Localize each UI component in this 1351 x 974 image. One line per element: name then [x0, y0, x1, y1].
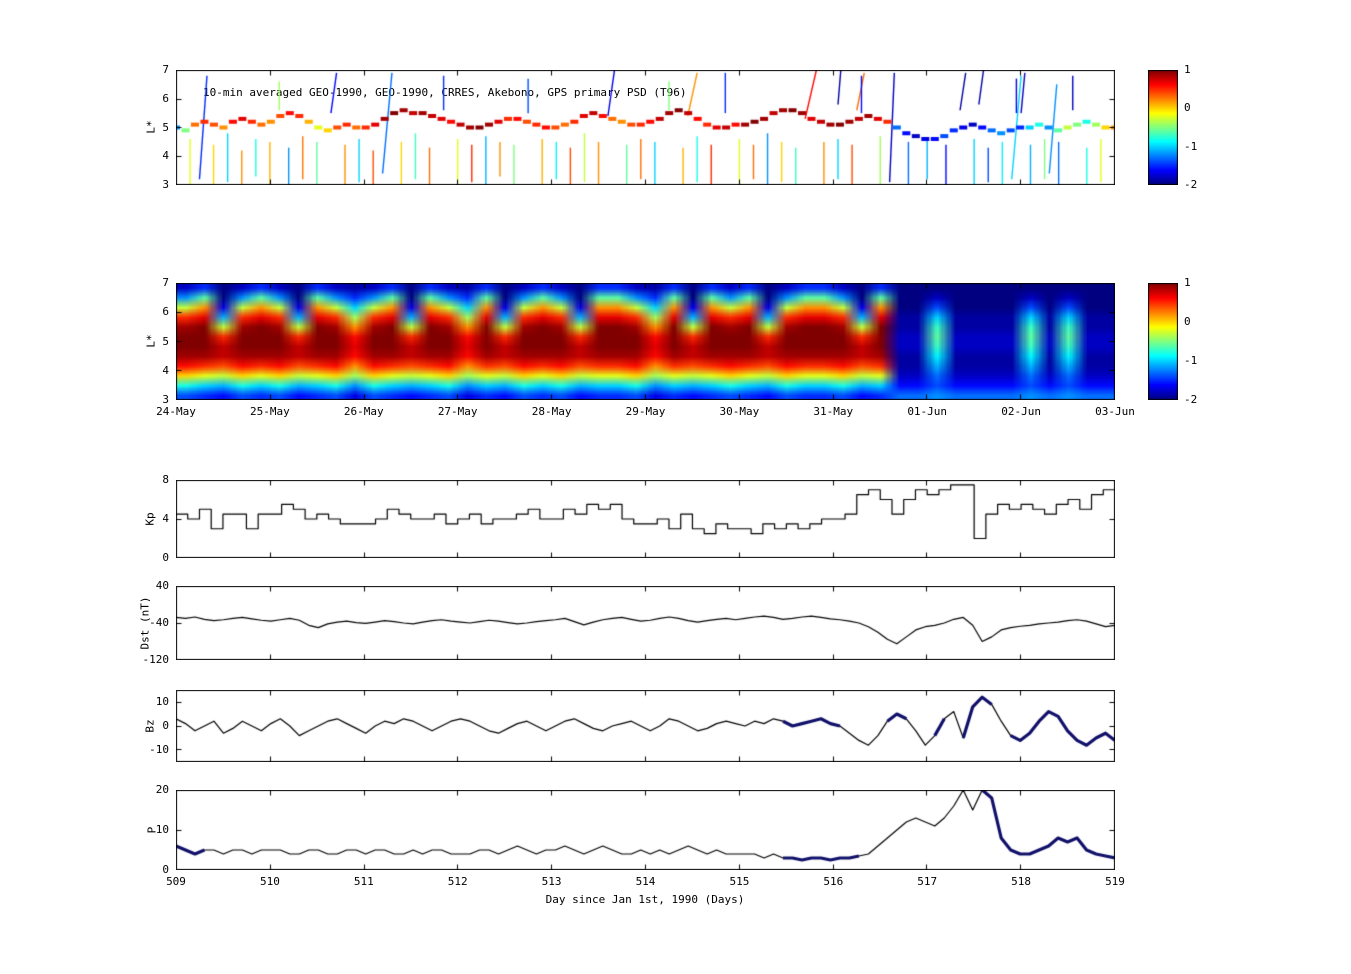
pressure-line-canvas: [176, 790, 1115, 870]
tick-label: 512: [447, 875, 468, 888]
tick-label: -1: [1184, 139, 1198, 153]
tick-label: 01-Jun: [907, 405, 948, 418]
tick-label: 27-May: [437, 405, 478, 418]
tick-label: 6: [162, 91, 169, 105]
tick-label: 7: [162, 63, 169, 76]
tick-label: 509: [166, 875, 186, 888]
tick-label: 02-Jun: [1001, 405, 1041, 418]
ylabel-p: P: [145, 826, 159, 834]
tick-label: 519: [1105, 875, 1125, 888]
bz-line-canvas: [176, 690, 1115, 762]
tick-label: 30-May: [719, 405, 760, 418]
tick-label: 510: [259, 875, 280, 888]
tick-label: 29-May: [625, 405, 666, 418]
tick-label: 6: [162, 305, 169, 319]
tick-label: 03-Jun: [1095, 405, 1135, 418]
tick-label: 40: [155, 579, 169, 592]
tick-label: -1: [1184, 354, 1198, 367]
ylabel-lstar-heatmap: L*: [144, 334, 158, 348]
ylabel-dst: Dst (nT): [138, 596, 152, 650]
ylabel-kp: Kp: [143, 512, 157, 526]
tick-label: -120: [142, 653, 170, 666]
tick-label: 514: [635, 875, 656, 888]
ylabel-lstar-scatter: L*: [144, 120, 158, 134]
tick-label: 0: [162, 863, 169, 876]
tick-label: 516: [823, 875, 844, 888]
psd-scatter-canvas: [176, 70, 1115, 185]
psd-heatmap-canvas: [176, 283, 1115, 400]
tick-label: 10: [155, 695, 169, 708]
colorbar-bottom-canvas: [1148, 283, 1178, 400]
tick-label: 20: [155, 783, 169, 796]
tick-label: 1: [1184, 63, 1191, 76]
colorbar-top-canvas: [1148, 70, 1178, 185]
tick-label: 28-May: [531, 405, 572, 418]
tick-label: -40: [149, 616, 169, 629]
tick-label: 518: [1011, 875, 1032, 888]
tick-label: 1: [1184, 276, 1191, 289]
tick-label: 3: [162, 178, 169, 191]
tick-label: 517: [917, 875, 938, 888]
tick-label: 515: [729, 875, 750, 888]
tick-label: -2: [1184, 178, 1198, 191]
tick-label: 511: [353, 875, 374, 888]
tick-label: 5: [162, 334, 169, 348]
dst-line-canvas: [176, 586, 1115, 660]
tick-label: 0: [162, 551, 169, 564]
tick-label: 31-May: [813, 405, 854, 418]
tick-label: 3: [162, 393, 169, 406]
tick-label: 26-May: [343, 405, 384, 418]
tick-label: -10: [149, 743, 169, 756]
tick-label: 4: [162, 512, 169, 525]
tick-label: 4: [162, 149, 169, 163]
tick-label: 8: [162, 473, 169, 486]
ylabel-bz: Bz: [143, 719, 157, 733]
tick-label: 0: [1184, 101, 1191, 115]
tick-label: 24-May: [156, 405, 196, 418]
tick-label: 7: [162, 276, 169, 289]
tick-label: 5: [162, 120, 169, 134]
tick-label: 0: [1184, 315, 1191, 328]
tick-label: 25-May: [250, 405, 290, 418]
xlabel-day-since: Day since Jan 1st, 1990 (Days): [545, 893, 745, 906]
tick-label: -2: [1184, 393, 1198, 406]
tick-label: 0: [162, 719, 169, 732]
tick-label: 4: [162, 363, 169, 377]
tick-label: 513: [541, 875, 562, 888]
kp-line-canvas: [176, 480, 1115, 558]
